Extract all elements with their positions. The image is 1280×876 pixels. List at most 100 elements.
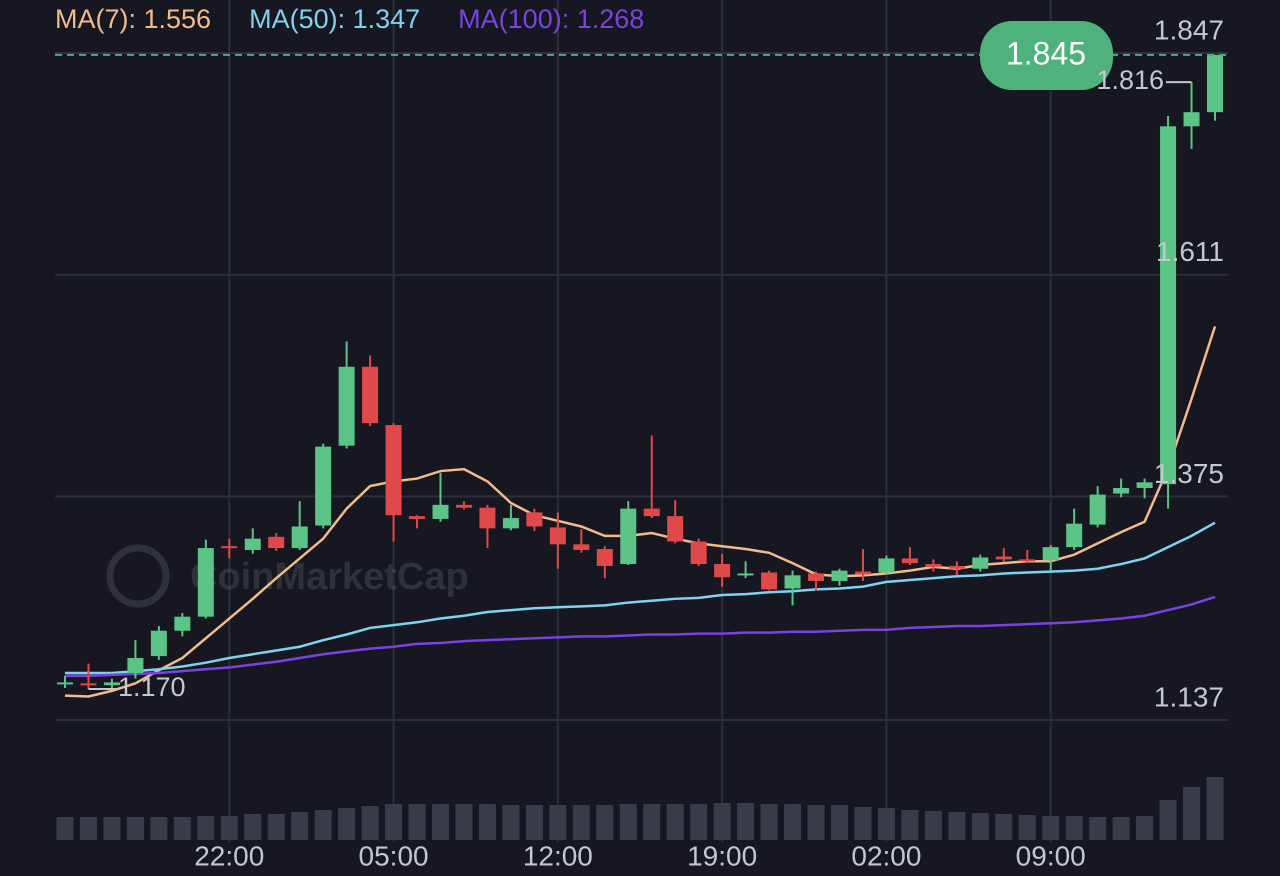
- candle-body: [432, 504, 449, 519]
- candle-body: [643, 508, 660, 517]
- candle-body: [1019, 559, 1036, 562]
- ma-line: [64, 325, 1217, 698]
- volume-bar: [173, 817, 191, 840]
- candle-body: [103, 682, 120, 686]
- candle-body: [315, 446, 332, 526]
- candle-body: [150, 630, 167, 657]
- volume-panel: [56, 777, 1224, 840]
- moving-averages: [64, 325, 1217, 698]
- volume-bar: [1018, 815, 1036, 840]
- volume-bar: [760, 804, 778, 840]
- volume-bar: [807, 805, 825, 840]
- legend-entry: MA(7): 1.556: [55, 4, 211, 34]
- x-tick-label: 05:00: [359, 840, 429, 871]
- candle-body: [1042, 547, 1059, 561]
- y-tick-label: 1.375: [1154, 458, 1224, 489]
- watermark-group: CoinMarketCap: [106, 544, 469, 608]
- candle-body: [291, 526, 308, 549]
- volume-bar: [432, 804, 450, 840]
- volume-bar: [854, 807, 872, 840]
- candle-body: [948, 565, 965, 569]
- candle-body: [502, 518, 519, 529]
- volume-bar: [901, 810, 919, 840]
- volume-bar: [267, 814, 285, 840]
- last-price-tag: [980, 21, 1113, 90]
- candle-body: [1089, 494, 1106, 525]
- candle-body: [244, 538, 261, 550]
- ma-line: [65, 595, 1216, 678]
- watermark-logo: [106, 544, 170, 608]
- candle-body: [808, 573, 825, 581]
- volume-bar: [338, 808, 356, 840]
- volume-bar: [1089, 817, 1107, 840]
- volume-bar: [713, 803, 731, 840]
- candle-body: [455, 504, 472, 508]
- candle-body: [761, 572, 778, 590]
- candle-body: [385, 425, 402, 516]
- candles: [57, 54, 1223, 689]
- volume-bar: [79, 817, 97, 840]
- candle-body: [831, 570, 848, 581]
- volume-bar: [877, 808, 895, 840]
- candle-body: [268, 536, 285, 549]
- candle-body: [338, 366, 355, 446]
- y-tick-label: 1.611: [1156, 236, 1224, 267]
- legend-entry: MA(50): 1.347: [249, 4, 420, 34]
- candle-body: [573, 544, 590, 550]
- candle-body: [596, 549, 613, 566]
- x-tick-label: 02:00: [851, 840, 921, 871]
- volume-bar: [924, 811, 942, 840]
- volume-bar: [830, 805, 848, 840]
- candle-body: [197, 548, 214, 617]
- candle-body: [1183, 112, 1200, 127]
- volume-bar: [56, 817, 74, 840]
- volume-bar: [478, 804, 496, 840]
- candle-body: [362, 366, 379, 424]
- candle-body: [1066, 523, 1083, 548]
- ma-line: [65, 521, 1216, 675]
- candle-body: [1207, 54, 1223, 113]
- volume-bar: [643, 804, 661, 840]
- watermark: CoinMarketCap: [190, 556, 469, 598]
- candle-body: [925, 564, 942, 567]
- volume-bar: [103, 817, 121, 840]
- volume-bar: [220, 816, 238, 840]
- candle-body: [409, 516, 426, 519]
- volume-bar: [525, 805, 543, 840]
- candle-body: [714, 564, 731, 578]
- candle-body: [57, 682, 73, 685]
- legend-entry: MA(100): 1.268: [458, 4, 644, 34]
- high-marker-label: 1.816: [1096, 65, 1164, 95]
- candle-body: [878, 558, 895, 573]
- volume-bar: [784, 804, 802, 840]
- volume-bar: [1042, 816, 1060, 840]
- volume-bar: [1136, 816, 1154, 840]
- candle-body: [995, 556, 1012, 560]
- last-price-label: 1.845: [1006, 35, 1086, 71]
- y-tick-label: 1.847: [1154, 14, 1224, 45]
- volume-bar: [1112, 817, 1130, 840]
- candle-body: [901, 558, 918, 564]
- volume-bar: [502, 805, 520, 840]
- legend: MA(7): 1.556 MA(50): 1.347 MA(100): 1.268: [55, 4, 644, 34]
- candle-body: [526, 512, 543, 527]
- candle-body: [737, 573, 754, 576]
- volume-bar: [361, 806, 379, 840]
- annotations: 1.847 1.611 1.375 1.137 22:00 05:00 12:00 19:00…: [55, 14, 1228, 871]
- x-tick-label: 12:00: [523, 840, 593, 871]
- candle-body: [667, 516, 684, 542]
- candle-body: [620, 508, 637, 565]
- volume-bar: [1065, 816, 1083, 840]
- volume-bar: [995, 814, 1013, 840]
- volume-bar: [572, 805, 590, 840]
- volume-bar: [690, 804, 708, 840]
- candle-body: [127, 657, 144, 674]
- volume-bar: [126, 817, 144, 840]
- candle-body: [174, 616, 191, 631]
- grid: [55, 0, 1228, 842]
- volume-bar: [385, 804, 403, 840]
- candle-body: [784, 575, 801, 589]
- volume-bar: [314, 810, 332, 840]
